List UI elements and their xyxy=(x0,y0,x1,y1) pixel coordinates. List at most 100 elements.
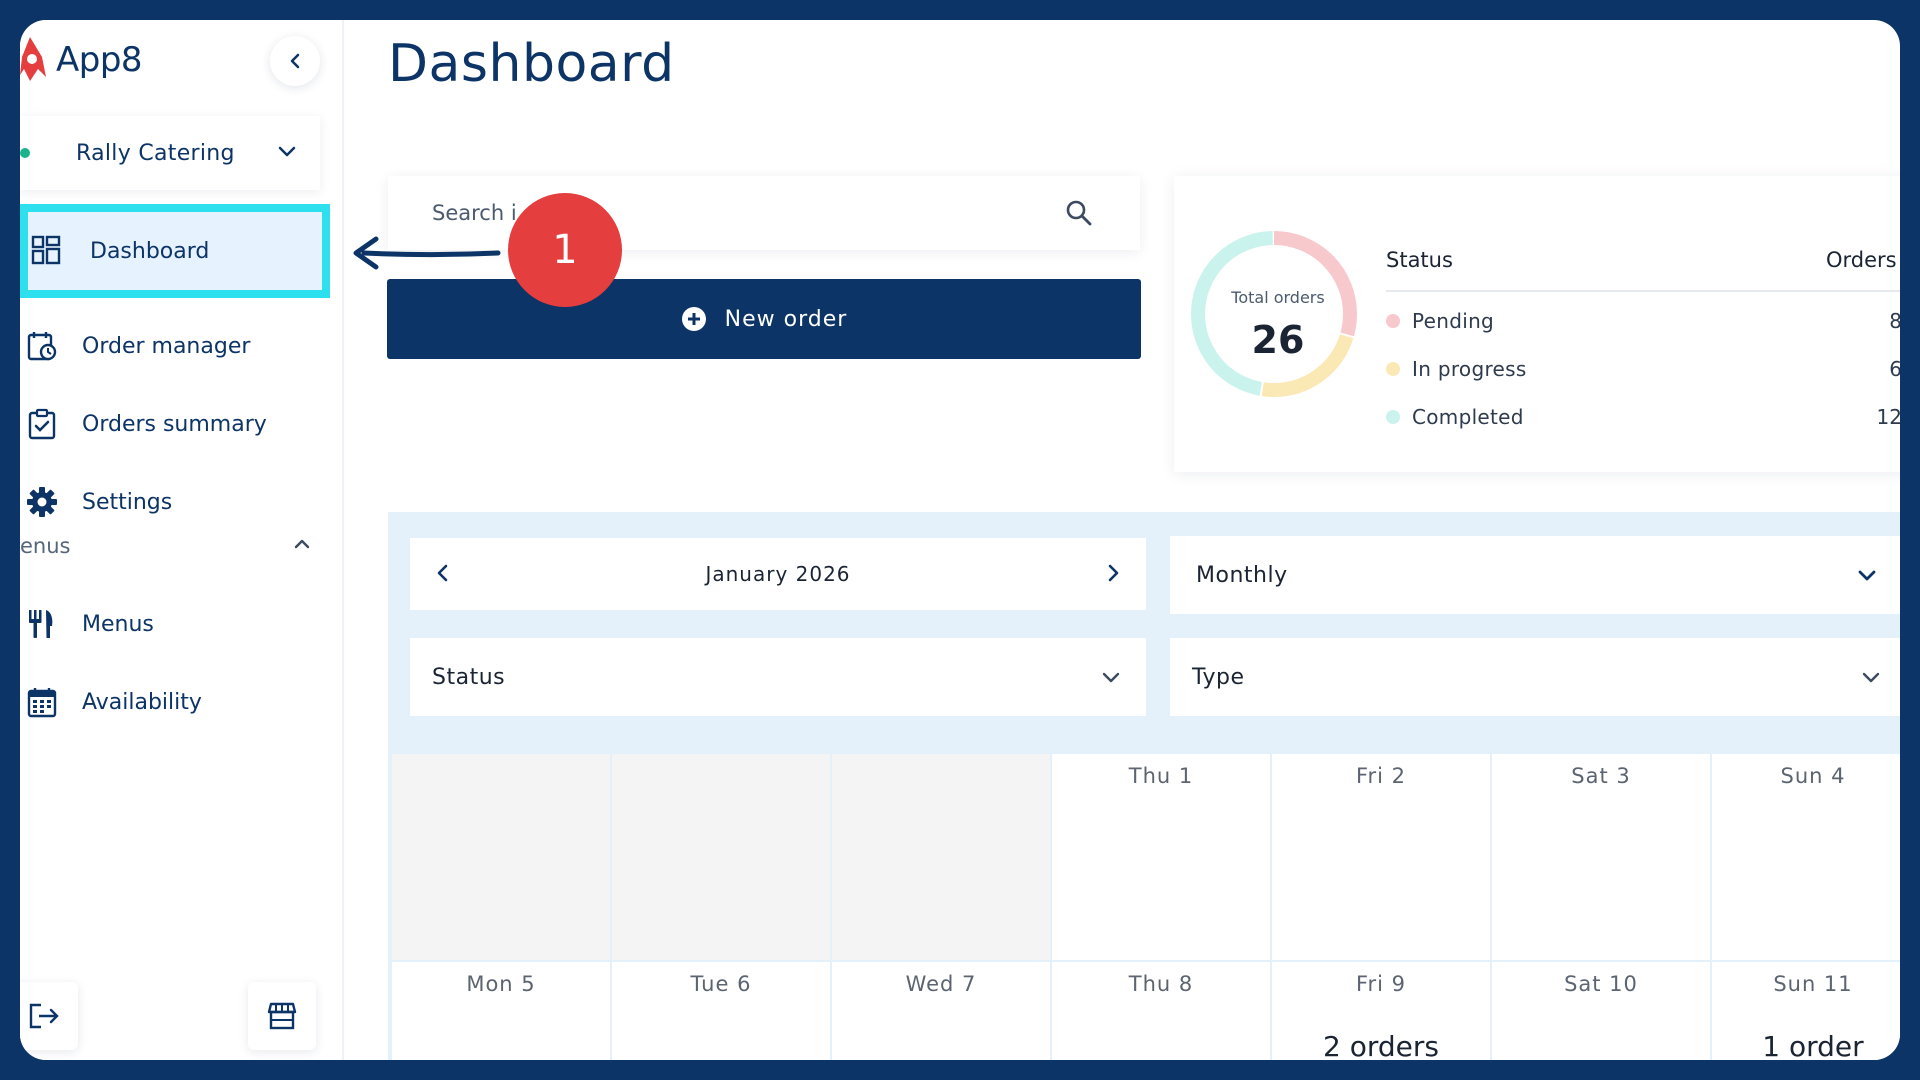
app-window: App8 Rally Catering Dashboard xyxy=(20,20,1900,1060)
collapse-sidebar-button[interactable] xyxy=(270,36,320,86)
completed-dot xyxy=(1386,410,1400,424)
sidebar-item-label: Menus xyxy=(82,611,154,637)
chevron-down-icon xyxy=(1858,570,1876,581)
day-label: Sun 11 xyxy=(1773,972,1853,996)
calendar-grid: Thu 1 Fri 2 Sat 3 Sun 4 Mon 5 Tue 6 Wed … xyxy=(392,754,1900,1060)
calendar-day[interactable]: Wed 7 xyxy=(832,962,1050,1060)
day-label: Tue 6 xyxy=(690,972,752,996)
view-select[interactable]: Monthly xyxy=(1170,536,1900,614)
sidebar-item-dashboard[interactable]: Dashboard xyxy=(20,204,330,298)
sidebar-item-label: Order manager xyxy=(82,333,251,359)
total-orders-value: 26 xyxy=(1251,318,1305,362)
search-input[interactable]: Search i xyxy=(388,176,1140,250)
status-filter-value: Status xyxy=(432,664,506,690)
orders-column-header: Orders xyxy=(1826,248,1897,272)
order-manager-icon xyxy=(27,332,57,361)
page-title: Dashboard xyxy=(388,34,675,94)
sidebar-item-label: Orders summary xyxy=(82,411,267,437)
logout-button[interactable] xyxy=(20,982,78,1050)
search-placeholder: Search i xyxy=(432,201,517,225)
calendar-day[interactable]: Fri 2 xyxy=(1272,754,1490,960)
new-order-label: New order xyxy=(724,306,848,332)
sidebar-item-label: Availability xyxy=(82,689,202,715)
header-divider xyxy=(1386,290,1900,292)
sidebar-item-order-manager[interactable]: Order manager xyxy=(20,310,320,382)
view-select-value: Monthly xyxy=(1196,562,1288,588)
search-icon[interactable] xyxy=(1064,198,1094,228)
sidebar-item-availability[interactable]: Availability xyxy=(20,666,320,738)
day-order-count[interactable]: 2 orders xyxy=(1323,1030,1439,1060)
calendar-panel: January 2026 Monthly Status Type xyxy=(388,512,1900,1060)
status-name: Completed xyxy=(1412,405,1524,429)
calendar-day[interactable]: Sat 3 xyxy=(1492,754,1710,960)
chevron-right-icon[interactable] xyxy=(1098,558,1128,588)
new-order-button[interactable]: New order xyxy=(387,279,1141,359)
calendar-day[interactable]: Thu 1 xyxy=(1052,754,1270,960)
sidebar-item-settings[interactable]: Settings xyxy=(20,466,320,538)
sidebar-item-orders-summary[interactable]: Orders summary xyxy=(20,388,320,460)
chevron-down-icon xyxy=(1862,672,1880,683)
total-orders-caption: Total orders xyxy=(1231,288,1325,307)
day-label: Thu 1 xyxy=(1128,764,1194,788)
sidebar-divider xyxy=(342,20,344,1060)
app-logo[interactable]: App8 xyxy=(20,32,143,88)
calendar-day[interactable]: Fri 9 2 orders xyxy=(1272,962,1490,1060)
status-row-in-progress: In progress 6 xyxy=(1386,354,1900,384)
day-label: Fri 9 xyxy=(1355,972,1407,996)
orders-status-card: Total orders 26 Status Orders Pending 8 … xyxy=(1174,176,1900,472)
type-filter-select[interactable]: Type xyxy=(1170,638,1900,716)
day-label: Fri 2 xyxy=(1355,764,1407,788)
day-label: Mon 5 xyxy=(466,972,536,996)
fork-knife-icon xyxy=(29,610,53,638)
status-filter-select[interactable]: Status xyxy=(410,638,1146,716)
chevron-down-icon xyxy=(278,146,296,157)
day-label: Sat 3 xyxy=(1571,764,1631,788)
type-filter-value: Type xyxy=(1192,664,1245,690)
calendar-day[interactable]: Sat 10 xyxy=(1492,962,1710,1060)
calendar-day-empty xyxy=(392,754,610,960)
current-month-label: January 2026 xyxy=(705,562,851,586)
status-name: In progress xyxy=(1412,357,1527,381)
chevron-left-icon xyxy=(290,53,300,69)
organization-name: Rally Catering xyxy=(76,140,235,166)
calendar-day[interactable]: Mon 5 xyxy=(392,962,610,1060)
orders-donut-chart xyxy=(1191,231,1357,397)
store-button[interactable] xyxy=(248,982,316,1050)
rocket-logo-icon xyxy=(20,37,46,81)
status-name: Pending xyxy=(1412,309,1495,333)
month-navigator: January 2026 xyxy=(410,538,1146,610)
calendar-icon xyxy=(27,688,57,718)
pending-dot xyxy=(1386,314,1400,328)
sidebar-item-label: Dashboard xyxy=(90,238,210,264)
chevron-down-icon xyxy=(1102,672,1120,683)
gear-icon xyxy=(27,487,57,517)
status-column-header: Status xyxy=(1386,248,1453,272)
day-label: Wed 7 xyxy=(905,972,977,996)
status-row-pending: Pending 8 xyxy=(1386,306,1900,336)
organization-select[interactable]: Rally Catering xyxy=(20,116,320,190)
day-label: Sun 4 xyxy=(1780,764,1846,788)
sidebar-section-label: enus xyxy=(20,534,71,558)
day-label: Sat 10 xyxy=(1564,972,1638,996)
chevron-up-icon[interactable] xyxy=(292,534,312,554)
dashboard-icon xyxy=(31,235,61,265)
chevron-left-icon[interactable] xyxy=(428,558,458,588)
calendar-day-empty xyxy=(832,754,1050,960)
calendar-day[interactable]: Tue 6 xyxy=(612,962,830,1060)
step-callout-badge: 1 xyxy=(508,193,622,307)
status-count: 6 xyxy=(1889,357,1900,381)
status-count: 8 xyxy=(1889,309,1900,333)
in-progress-dot xyxy=(1386,362,1400,376)
logout-icon xyxy=(29,1003,59,1029)
sidebar-item-menus[interactable]: Menus xyxy=(20,588,320,660)
calendar-day[interactable]: Thu 8 xyxy=(1052,962,1270,1060)
calendar-day[interactable]: Sun 11 1 order xyxy=(1712,962,1900,1060)
online-status-dot xyxy=(20,148,30,158)
store-icon xyxy=(267,1002,297,1030)
sidebar: App8 Rally Catering Dashboard xyxy=(20,20,342,1060)
app-name: App8 xyxy=(56,40,143,80)
calendar-day-empty xyxy=(612,754,830,960)
calendar-day[interactable]: Sun 4 xyxy=(1712,754,1900,960)
day-order-count[interactable]: 1 order xyxy=(1762,1030,1864,1060)
status-row-completed: Completed 12 xyxy=(1386,402,1900,432)
